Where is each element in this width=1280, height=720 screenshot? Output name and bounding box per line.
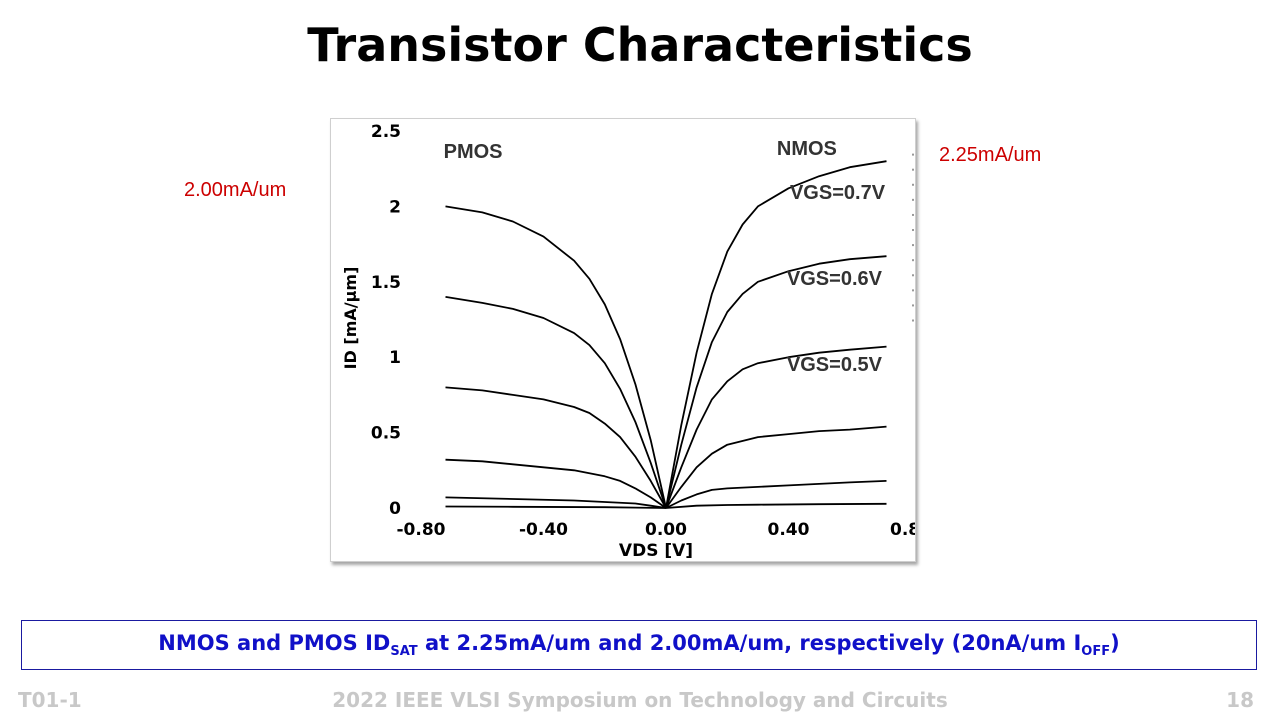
- x-tick-label: -0.80: [397, 520, 446, 540]
- summary-part-3: ): [1110, 630, 1120, 655]
- vgs-label: VGS=0.6V: [787, 268, 883, 290]
- nmos-idsat-annotation: 2.25mA/um: [939, 144, 1042, 166]
- iv-curve: [665, 255, 887, 509]
- iv-curve: [665, 425, 887, 509]
- iv-chart-svg: 0 0.5 1 1.5 2 2.5 -0.80 -0.40 0.00 0.40 0.80 PMOS…: [341, 122, 916, 561]
- x-tick-labels: -0.80 -0.40 0.00 0.40 0.80: [397, 520, 916, 540]
- iv-curve: [445, 296, 667, 509]
- x-axis-label: VDS [V]: [619, 541, 693, 561]
- x-tick-label: 0.80: [890, 520, 915, 540]
- iv-curve: [665, 345, 887, 509]
- summary-part-2: at 2.25mA/um and 2.00mA/um, respectively…: [417, 630, 1082, 655]
- y-tick-labels: 0 0.5 1 1.5 2 2.5: [371, 122, 401, 519]
- pmos-idsat-annotation: 2.00mA/um: [184, 179, 287, 201]
- iv-curve: [445, 386, 667, 509]
- region-label: PMOS: [444, 141, 503, 163]
- region-labels: PMOS NMOS: [444, 138, 837, 163]
- y-tick-label: 0: [389, 499, 401, 519]
- series-labels: VGS=0.7V VGS=0.6V VGS=0.5V: [787, 182, 886, 376]
- vgs-label: VGS=0.5V: [787, 354, 883, 376]
- iv-curve: [445, 505, 667, 509]
- x-tick-label: -0.40: [519, 520, 568, 540]
- footer-session-id: T01-1: [18, 688, 82, 712]
- iv-curve: [445, 458, 667, 509]
- summary-sub-off: OFF: [1081, 644, 1111, 660]
- footer-conference: 2022 IEEE VLSI Symposium on Technology a…: [332, 688, 948, 712]
- iv-curve: [445, 496, 667, 509]
- y-tick-label: 2: [389, 197, 401, 217]
- y-axis-label: ID [mA/µm]: [341, 267, 360, 370]
- y-tick-label: 0.5: [371, 424, 401, 444]
- slide-title: Transistor Characteristics: [307, 18, 973, 72]
- summary-box: NMOS and PMOS IDSAT at 2.25mA/um and 2.0…: [21, 620, 1257, 670]
- page-number: 18: [1226, 688, 1254, 712]
- iv-curve: [665, 160, 887, 509]
- iv-chart: 0 0.5 1 1.5 2 2.5 -0.80 -0.40 0.00 0.40 0.80 PMOS…: [330, 118, 916, 562]
- y-tick-label: 1.5: [371, 273, 401, 293]
- summary-text: NMOS and PMOS IDSAT at 2.25mA/um and 2.0…: [158, 631, 1119, 659]
- summary-part-1: NMOS and PMOS ID: [158, 630, 391, 655]
- y-tick-label: 2.5: [371, 122, 401, 142]
- curves: [445, 160, 887, 509]
- vgs-label: VGS=0.7V: [790, 182, 886, 204]
- iv-curve: [445, 205, 667, 509]
- iv-curve: [665, 480, 887, 509]
- iv-curve: [665, 502, 887, 509]
- x-tick-label: 0.00: [645, 520, 687, 540]
- y-tick-label: 1: [389, 348, 401, 368]
- summary-sub-sat: SAT: [390, 644, 418, 660]
- region-label: NMOS: [777, 138, 837, 160]
- x-tick-label: 0.40: [768, 520, 810, 540]
